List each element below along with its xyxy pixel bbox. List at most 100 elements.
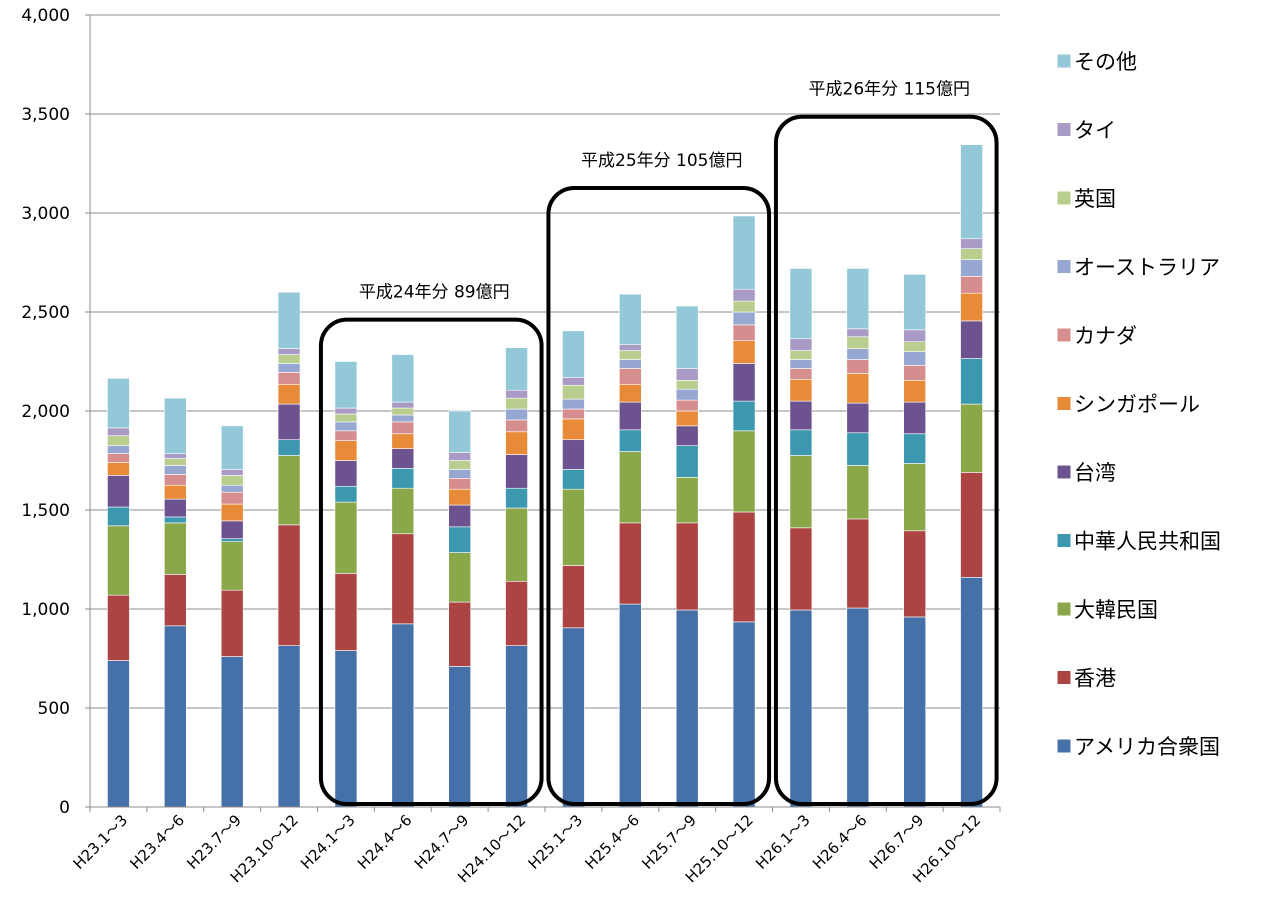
bar-segment — [334, 440, 358, 461]
bar-segment — [220, 503, 244, 522]
bar-segment — [448, 504, 471, 528]
x-tick-label: H26.4～6 — [809, 811, 871, 873]
bar-segment — [277, 645, 301, 808]
bar-stack — [675, 305, 699, 808]
bar-segment — [789, 268, 813, 340]
bar-segment — [789, 527, 813, 611]
bar-segment — [277, 383, 301, 405]
bar-segment — [675, 368, 699, 381]
bar-segment — [562, 377, 585, 386]
bar-segment — [789, 400, 813, 431]
bar-segment — [675, 609, 699, 808]
bar-segment — [562, 488, 585, 566]
bar-segment — [448, 601, 471, 667]
bar-segment — [220, 475, 244, 486]
bar-segment — [391, 354, 415, 403]
x-tick-label: H25.4～6 — [581, 811, 643, 873]
bar-segment — [732, 215, 756, 290]
bar-segment — [789, 368, 813, 380]
bar-segment — [960, 358, 983, 405]
legend-label: シンガポール — [1074, 393, 1200, 417]
legend-label: カナダ — [1074, 324, 1137, 348]
bar-segment — [448, 469, 471, 479]
legend: その他タイ英国オーストラリアカナダシンガポール台湾中華人民共和国大韓民国香港アメ… — [1056, 50, 1221, 759]
bar-segment — [334, 421, 358, 432]
bar-stack — [505, 347, 528, 808]
bar-segment — [448, 526, 471, 553]
bar-segment — [220, 520, 244, 540]
bar-segment — [448, 666, 471, 808]
bar-segment — [732, 511, 756, 623]
bar-segment — [789, 429, 813, 456]
bar-segment — [505, 397, 528, 410]
bar-segment — [846, 465, 870, 520]
bar-segment — [391, 487, 415, 535]
bar-segment — [732, 288, 756, 302]
bar-segment — [334, 361, 358, 409]
bar-segment — [505, 454, 528, 489]
bar-segment — [164, 453, 187, 459]
bar-segment — [960, 403, 983, 473]
bar-segment — [391, 407, 415, 416]
bar-segment — [505, 645, 528, 808]
bar-segment — [675, 305, 699, 369]
bar-segment — [334, 501, 358, 574]
bar-segment — [107, 475, 130, 508]
y-tick-label: 2,000 — [21, 402, 70, 422]
y-tick-label: 1,000 — [21, 600, 70, 620]
legend-entry: その他 — [1056, 50, 1137, 74]
bar-segment — [960, 238, 983, 249]
bar-segment — [903, 463, 926, 532]
bar-segment — [107, 427, 130, 437]
legend-label: 台湾 — [1074, 461, 1116, 485]
bar-segment — [164, 474, 187, 486]
bar-stack — [619, 293, 642, 808]
bar-segment — [903, 616, 926, 808]
legend-swatch — [1056, 327, 1072, 343]
bar-segment — [391, 448, 415, 469]
bar-segment — [732, 324, 756, 342]
year-group-label: 平成25年分 105億円 — [581, 151, 742, 171]
bar-segment — [391, 414, 415, 423]
bar-segment — [675, 425, 699, 446]
bar-segment — [846, 268, 870, 330]
bar-segment — [164, 465, 187, 475]
x-tick-label: H25.1～3 — [525, 811, 587, 873]
bar-segment — [789, 455, 813, 529]
bar-segment — [107, 506, 130, 527]
y-tick-label: 0 — [59, 798, 70, 818]
bar-segment — [619, 359, 642, 369]
legend-label: アメリカ合衆国 — [1074, 735, 1220, 759]
bar-segment — [675, 399, 699, 412]
bar-segment — [107, 660, 130, 808]
bar-segment — [732, 363, 756, 402]
bar-segment — [562, 469, 585, 490]
bar-segment — [675, 388, 699, 401]
bar-segment — [220, 541, 244, 591]
bar-segment — [107, 378, 130, 429]
bar-segment — [505, 580, 528, 646]
bar-segment — [164, 484, 187, 500]
year-group-box — [773, 114, 999, 806]
bar-segment — [277, 354, 301, 364]
bar-segment — [164, 458, 187, 466]
legend-entry: アメリカ合衆国 — [1056, 735, 1220, 759]
x-tick-label: H26.1～3 — [752, 811, 814, 873]
bar-segment — [846, 359, 870, 374]
bar-segment — [562, 408, 585, 420]
bar-segment — [619, 522, 642, 605]
bar-segment — [960, 577, 983, 808]
legend-swatch — [1056, 53, 1072, 69]
bar-segment — [562, 565, 585, 629]
bar-segment — [220, 538, 244, 542]
bar-segment — [903, 329, 926, 343]
bar-segment — [619, 368, 642, 385]
bar-segment — [960, 292, 983, 322]
bar-segment — [448, 460, 471, 470]
bar-segment — [675, 522, 699, 611]
bar-segment — [903, 433, 926, 464]
annotations: 平成24年分 89億円 平成25年分 105億円 平成26年分 115億円 — [318, 80, 999, 807]
y-tick-label: 3,500 — [21, 105, 70, 125]
